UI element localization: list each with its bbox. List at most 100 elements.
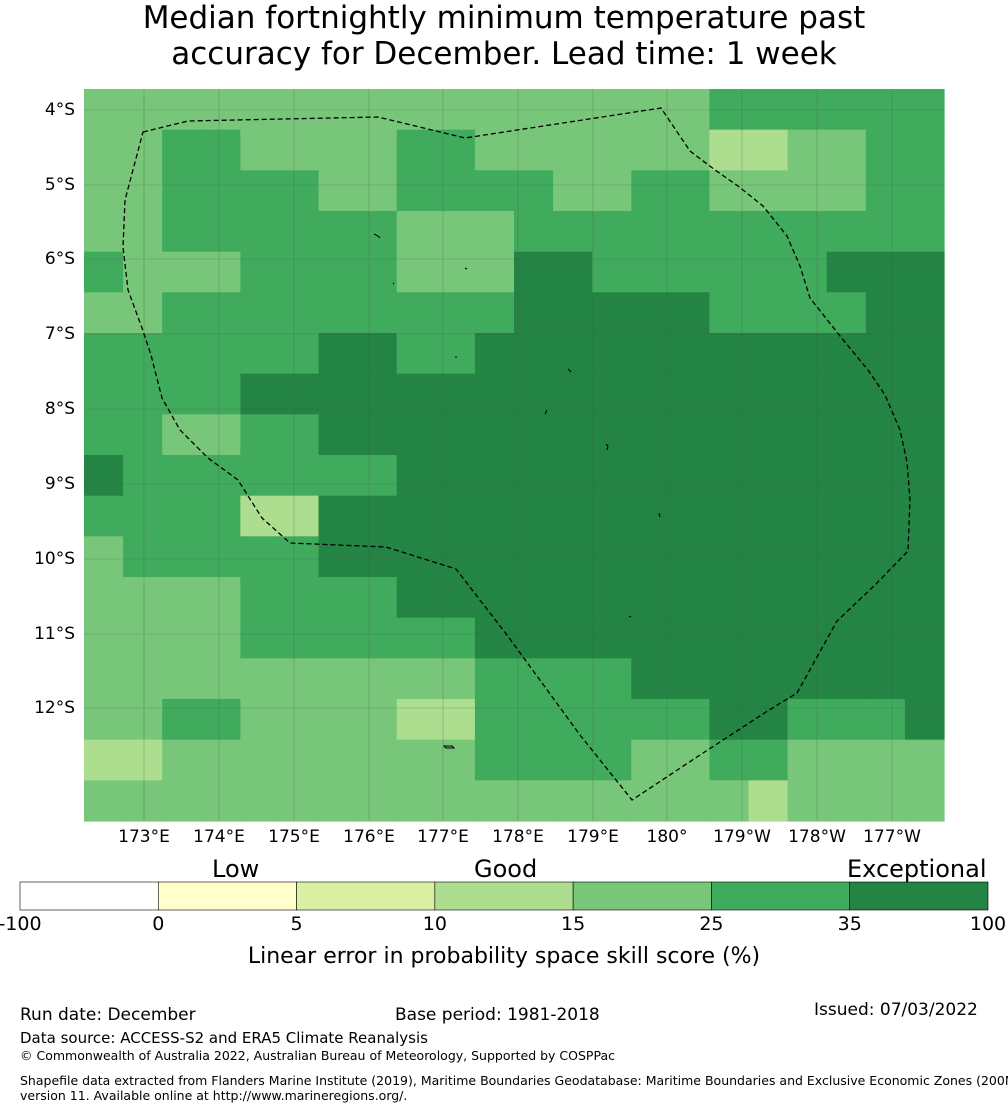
grid-cell [904, 251, 945, 293]
grid-cell [631, 373, 671, 415]
grid-cell [240, 414, 281, 456]
grid-cell [904, 658, 945, 700]
grid-cell [84, 780, 124, 822]
grid-cell [904, 333, 945, 375]
grid-cell [474, 455, 515, 497]
grid-cell [240, 333, 281, 375]
grid-cell [396, 780, 437, 822]
grid-cell [123, 251, 163, 293]
grid-cell [357, 373, 398, 415]
grid-cell [318, 577, 359, 619]
grid-cell [123, 739, 163, 781]
grid-cell [826, 495, 867, 537]
grid-cell [748, 658, 789, 700]
grid-cell [318, 211, 359, 253]
grid-cell [318, 780, 359, 822]
grid-cell [514, 739, 554, 781]
grid-cell [474, 699, 515, 741]
grid-cell [240, 373, 281, 415]
grid-cell [904, 495, 945, 537]
grid-cell [592, 211, 632, 253]
grid-cell [84, 251, 124, 293]
grid-cell [396, 170, 437, 212]
grid-cell [631, 455, 671, 497]
grid-cell [826, 536, 867, 578]
grid-cell [279, 739, 320, 781]
grid-cell [162, 780, 202, 822]
grid-cell [279, 170, 320, 212]
skill-grid-cells [84, 89, 945, 822]
grid-cell [592, 699, 632, 741]
grid-cell [318, 699, 359, 741]
colorbar-swatch [157, 881, 297, 911]
colorbar-tick-label: 35 [837, 913, 862, 935]
grid-cell [826, 699, 867, 741]
grid-cell [474, 536, 515, 578]
grid-cell [201, 333, 241, 375]
grid-cell [84, 699, 124, 741]
grid-cell [201, 577, 241, 619]
grid-cell [279, 780, 320, 822]
island [605, 443, 609, 451]
grid-cell [318, 455, 359, 497]
grid-cell [709, 455, 750, 497]
grid-cell [709, 251, 750, 293]
grid-cell [592, 658, 632, 700]
grid-cell [631, 292, 671, 334]
grid-cell [84, 373, 124, 415]
grid-cell [357, 414, 398, 456]
grid-cell [787, 170, 828, 212]
grid-cell [474, 170, 515, 212]
grid-cell [592, 129, 632, 171]
grid-cell [396, 739, 437, 781]
grid-cell [123, 414, 163, 456]
grid-cell [396, 536, 437, 578]
grid-cell [631, 170, 671, 212]
grid-cell [84, 739, 124, 781]
grid-cell [240, 89, 281, 131]
grid-cell [84, 414, 124, 456]
grid-cell [709, 170, 750, 212]
grid-cell [787, 658, 828, 700]
grid-cell [357, 739, 398, 781]
grid-cell [748, 455, 789, 497]
grid-cell [592, 373, 632, 415]
grid-cell [709, 536, 750, 578]
island [567, 368, 572, 373]
grid-cell [318, 129, 359, 171]
latitude-label: 7°S [44, 324, 75, 344]
grid-cell [318, 414, 359, 456]
run-date: Run date: December [20, 1005, 196, 1025]
grid-cell [514, 699, 554, 741]
grid-cell [592, 292, 632, 334]
grid-cell [396, 129, 437, 171]
grid-cell [201, 780, 241, 822]
grid-cell [553, 211, 593, 253]
grid-cell [904, 577, 945, 619]
eez-boundary [122, 107, 911, 801]
grid-cell [709, 373, 750, 415]
grid-cell [123, 455, 163, 497]
grid-cell [279, 577, 320, 619]
colorbar-swatch [572, 881, 712, 911]
grid-cell [748, 129, 789, 171]
grid-cell [123, 333, 163, 375]
grid-cell [514, 333, 554, 375]
grid-cell [826, 414, 867, 456]
grid-cell [592, 333, 632, 375]
grid-cell [396, 414, 437, 456]
grid-cell [357, 211, 398, 253]
grid-cell [84, 536, 124, 578]
grid-cell [670, 577, 711, 619]
grid-cell [123, 536, 163, 578]
grid-cell [748, 211, 789, 253]
grid-cell [826, 780, 867, 822]
grid-cell [474, 495, 515, 537]
grid-cell [318, 251, 359, 293]
grid-cell [240, 170, 281, 212]
grid-cell [201, 211, 241, 253]
grid-cell [84, 170, 124, 212]
grid-cell [826, 373, 867, 415]
grid-cell [279, 699, 320, 741]
grid-cell [514, 455, 554, 497]
